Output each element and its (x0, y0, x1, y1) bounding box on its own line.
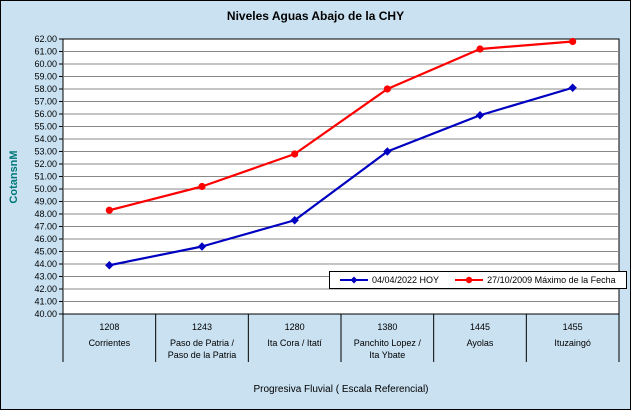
y-tick-label: 54.00 (34, 134, 57, 144)
y-tick-label: 44.00 (34, 259, 57, 269)
y-tick-label: 43.00 (34, 272, 57, 282)
legend-entry: 27/10/2009 Máximo de la Fecha (455, 275, 616, 285)
y-tick-label: 55.00 (34, 122, 57, 132)
x-category-km: 1380 (377, 322, 397, 332)
series-marker-diamond (197, 242, 207, 251)
x-category-name: Ita Cora / Itatí (267, 338, 322, 348)
y-tick-label: 59.00 (34, 72, 57, 82)
legend-entry: 04/04/2022 HOY (340, 275, 439, 285)
x-axis-title: Progresiva Fluvial ( Escala Referencial) (253, 384, 429, 395)
y-tick-label: 52.00 (34, 159, 57, 169)
y-tick-label: 45.00 (34, 247, 57, 257)
x-category-name: Ituzaingó (554, 338, 591, 348)
x-category-km: 1445 (470, 322, 490, 332)
series-marker-diamond (383, 147, 392, 156)
series-marker-diamond (105, 261, 114, 270)
y-tick-label: 51.00 (34, 172, 57, 182)
x-category-km: 1243 (192, 322, 212, 332)
y-tick-label: 47.00 (34, 222, 57, 232)
legend-label: 04/04/2022 HOY (372, 275, 440, 285)
x-category-name: Corrientes (89, 338, 131, 348)
series-marker-diamond (475, 111, 485, 120)
y-tick-label: 42.00 (34, 284, 57, 294)
x-category-name: Ayolas (467, 338, 494, 348)
y-tick-label: 61.00 (34, 47, 57, 57)
legend: 04/04/2022 HOY 27/10/2009 Máximo de la Fe… (329, 271, 627, 289)
series-marker-circle (569, 37, 577, 46)
chart-title: Niveles Aguas Abajo de la CHY (226, 9, 405, 23)
series-marker-circle (105, 206, 113, 214)
series-line-1 (109, 40, 573, 212)
y-tick-label: 57.00 (34, 97, 57, 107)
y-tick-label: 62.00 (34, 34, 57, 44)
series-marker-circle (291, 150, 299, 158)
y-tick-label: 41.00 (34, 297, 57, 307)
legend-sample-diamond-icon (340, 276, 368, 284)
y-tick-label: 49.00 (34, 197, 57, 207)
y-tick-label: 50.00 (34, 184, 57, 194)
y-tick-label: 58.00 (34, 84, 57, 94)
y-tick-label: 46.00 (34, 234, 57, 244)
series-marker-diamond (568, 83, 577, 92)
x-category-name: Paso de la Patria (168, 350, 237, 360)
series-marker-circle (476, 45, 484, 53)
x-category-name: Panchito Lopez / (354, 338, 422, 348)
y-axis-title: CotansnM (8, 150, 20, 204)
x-category-name: Ita Ybate (369, 350, 405, 360)
y-tick-label: 48.00 (34, 209, 57, 219)
series-marker-diamond (290, 216, 299, 225)
x-category-km: 1455 (563, 322, 583, 332)
legend-label: 27/10/2009 Máximo de la Fecha (487, 275, 616, 285)
y-tick-label: 53.00 (34, 147, 57, 157)
y-tick-label: 60.00 (34, 59, 57, 69)
x-category-km: 1208 (99, 322, 119, 332)
series-marker-circle (198, 182, 206, 191)
y-tick-label: 56.00 (34, 109, 57, 119)
y-tick-label: 40.00 (34, 309, 57, 319)
series-marker-circle (383, 85, 391, 93)
x-category-km: 1280 (285, 322, 305, 332)
x-category-name: Paso de Patria / (170, 338, 235, 348)
series-line-0 (109, 86, 573, 267)
legend-sample-circle-icon (455, 276, 484, 284)
